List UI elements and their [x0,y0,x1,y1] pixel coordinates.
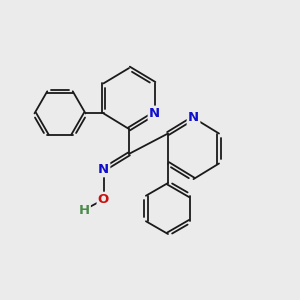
Text: N: N [98,163,109,176]
Text: N: N [188,111,199,124]
Text: N: N [149,107,160,120]
Text: H: H [78,203,90,217]
Text: O: O [98,193,109,206]
